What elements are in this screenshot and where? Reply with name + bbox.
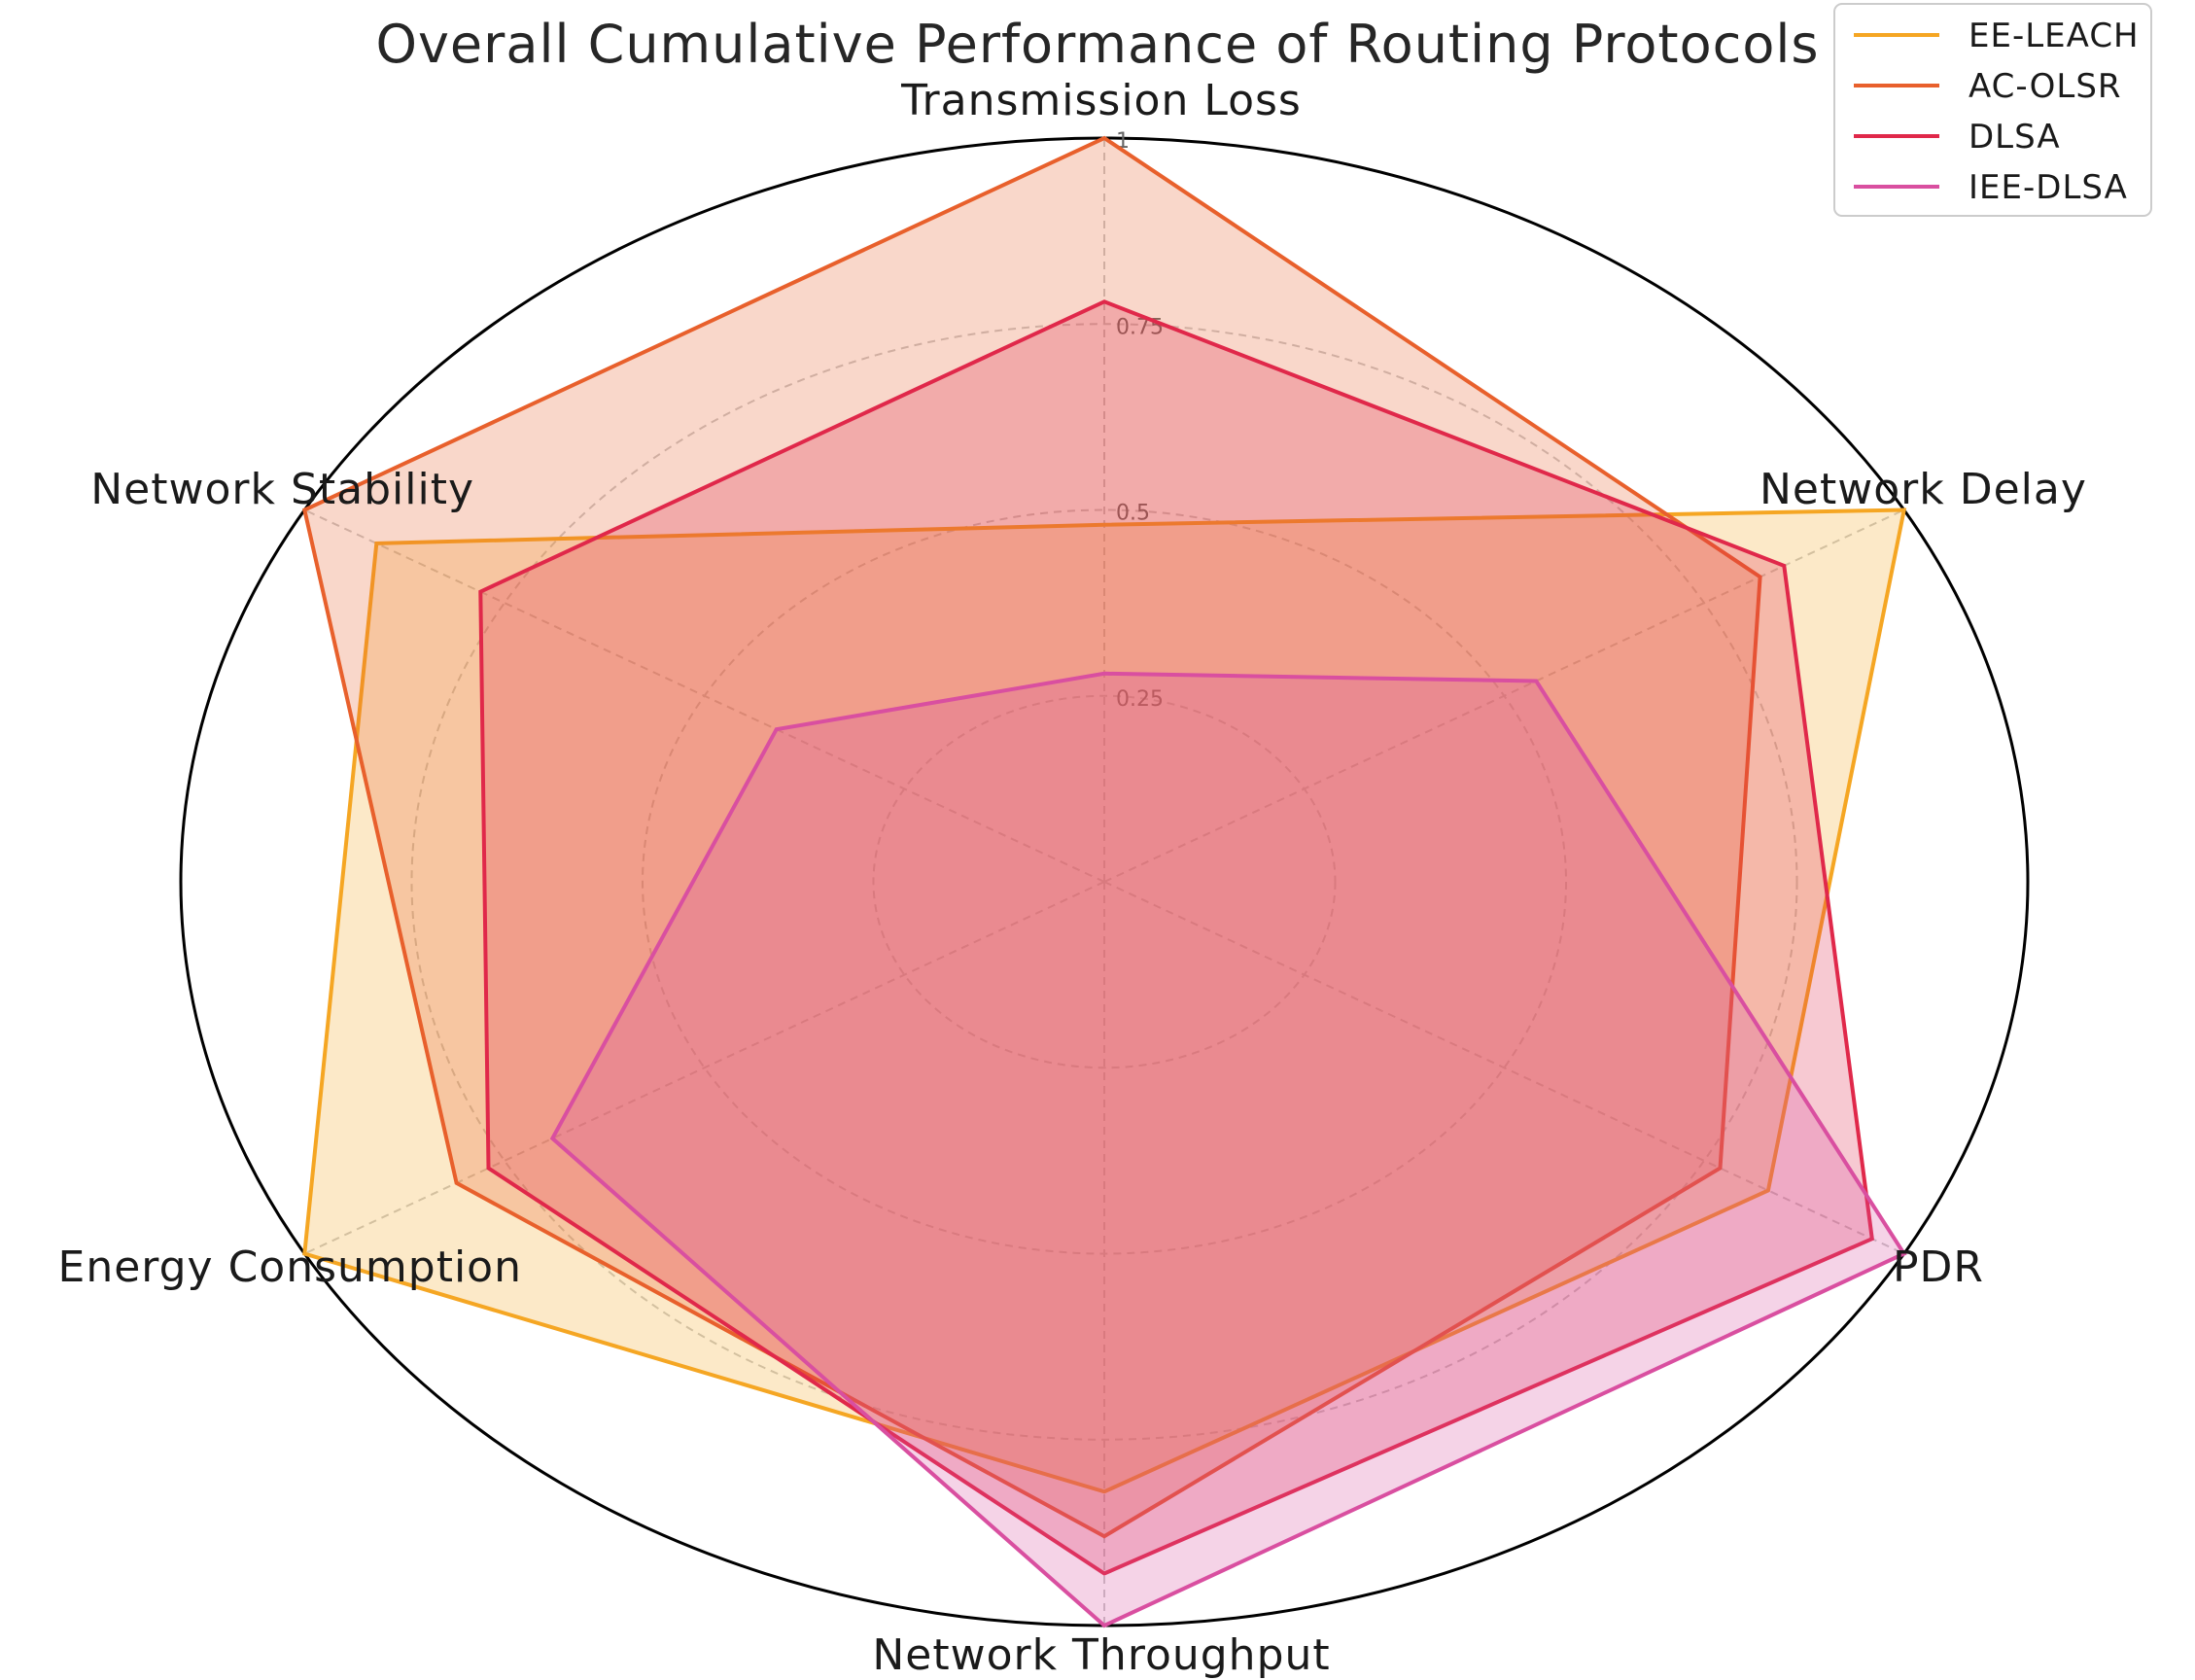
r-tick-label: 0.75 bbox=[1116, 315, 1164, 339]
series-polygon bbox=[478, 299, 1874, 1576]
legend-frame bbox=[1833, 3, 2152, 217]
legend: EE-LEACH AC-OLSR DLSA IEE-DLSA bbox=[1833, 3, 2152, 217]
legend-entry: EE-LEACH bbox=[1969, 17, 2140, 55]
axis-label: Network Throughput bbox=[872, 1630, 1330, 1680]
r-tick-label: 0.5 bbox=[1116, 502, 1150, 526]
grid-ring bbox=[872, 694, 1337, 1069]
grid-ring bbox=[642, 508, 1567, 1255]
grid-ring bbox=[410, 323, 1798, 1441]
axis-labels: Transmission Loss Network Delay PDR Network… bbox=[58, 76, 2087, 1680]
series-polygon bbox=[301, 135, 1762, 1539]
axis-label: Energy Consumption bbox=[58, 1242, 522, 1292]
r-tick-label: 0.25 bbox=[1116, 687, 1164, 712]
series-polygon bbox=[302, 508, 1907, 1494]
spoke-line bbox=[303, 881, 1105, 1255]
spoke-line bbox=[1103, 881, 1905, 1255]
chart-title: Overall Cumulative Performance of Routin… bbox=[375, 14, 1819, 75]
legend-entry: DLSA bbox=[1969, 118, 2061, 157]
series-polygon bbox=[549, 671, 1907, 1628]
axis-label: Transmission Loss bbox=[900, 76, 1302, 125]
axis-label: Network Delay bbox=[1759, 465, 2087, 514]
axis-label: PDR bbox=[1893, 1242, 1984, 1292]
axis-label: Network Stability bbox=[90, 465, 474, 514]
radar-series bbox=[301, 135, 1907, 1628]
legend-entry: AC-OLSR bbox=[1969, 67, 2122, 106]
legend-entry: IEE-DLSA bbox=[1969, 168, 2128, 207]
